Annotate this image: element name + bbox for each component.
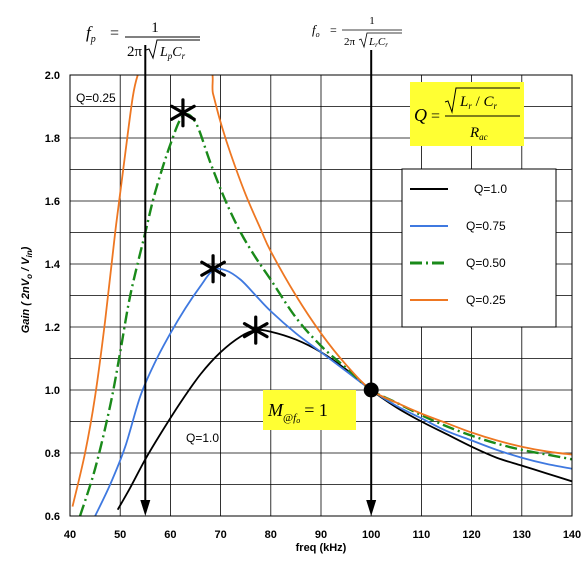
series-line-q-0-25 xyxy=(71,75,572,507)
y-tick-label: 2.0 xyxy=(45,70,60,82)
x-tick-label: 80 xyxy=(265,529,277,541)
y-tick-labels: 0.6 0.8 1.0 1.2 1.4 1.6 1.8 2.0 xyxy=(45,70,61,523)
m-formula: M@fo= 1 xyxy=(263,390,356,430)
y-tick-label: 1.6 xyxy=(45,196,60,208)
x-tick-labels: 40 50 60 70 80 90 100 110 120 130 140 xyxy=(64,529,581,541)
fp-numerator: 1 xyxy=(151,20,159,36)
x-axis-label: freq (kHz) xyxy=(296,542,347,554)
x-tick-label: 90 xyxy=(315,529,327,541)
q10-annotation: Q=1.0 xyxy=(186,431,219,445)
star-stroke xyxy=(170,104,196,121)
arrowhead-fp xyxy=(140,500,151,516)
series-line-q-0-50 xyxy=(78,113,572,516)
fp-radicand: LpCr xyxy=(159,45,186,61)
x-tick-label: 130 xyxy=(513,529,531,541)
m-expression: M@fo= 1 xyxy=(267,400,328,425)
y-tick-label: 1.0 xyxy=(45,385,60,397)
q-den: Rac xyxy=(469,125,488,142)
peak-star-marker xyxy=(170,98,196,128)
x-tick-label: 110 xyxy=(413,529,431,541)
q-formula: Q = Lr / Cr Rac xyxy=(410,82,524,146)
fp-radical xyxy=(145,39,200,60)
q-formula-box xyxy=(410,82,524,146)
legend: Q=1.0 Q=0.75 Q=0.50 Q=0.25 xyxy=(401,168,557,328)
x-tick-label: 100 xyxy=(362,529,380,541)
y-tick-label: 1.2 xyxy=(45,322,60,334)
q-equals: = xyxy=(431,108,440,125)
y-tick-label: 0.6 xyxy=(45,511,60,523)
x-tick-label: 40 xyxy=(64,529,76,541)
peak-star-marker xyxy=(200,254,226,284)
series-line-q-0-75 xyxy=(94,267,572,516)
y-tick-label: 0.8 xyxy=(45,448,60,460)
y-tick-label: 1.4 xyxy=(45,259,61,271)
y-axis-label: Gain ( 2nVo / Vin) xyxy=(20,246,34,333)
x-tick-label: 120 xyxy=(462,529,480,541)
legend-label: Q=0.75 xyxy=(466,219,506,233)
fp-2pi: 2π xyxy=(127,44,143,60)
series-curves xyxy=(71,75,572,516)
m-formula-box xyxy=(263,390,356,430)
legend-label: Q=0.50 xyxy=(466,256,506,270)
star-stroke xyxy=(242,322,269,339)
peak-markers xyxy=(170,98,379,398)
frequency-markers xyxy=(140,45,377,516)
y-tick-label: 1.8 xyxy=(45,133,60,145)
series-line-q-1-0 xyxy=(116,328,572,511)
peak-star-marker xyxy=(242,315,269,345)
fo-formula: fo = 1 2π LrCr xyxy=(312,15,402,49)
fp-equals: = xyxy=(110,25,119,42)
fp-lhs: fp xyxy=(86,23,96,45)
plot-frame xyxy=(69,74,573,517)
x-tick-label: 50 xyxy=(114,529,126,541)
fo-equals: = xyxy=(330,23,337,37)
x-tick-label: 60 xyxy=(164,529,176,541)
fo-radicand: LrCr xyxy=(368,36,388,49)
arrowhead-fo xyxy=(366,500,377,516)
q-num: Lr / Cr xyxy=(459,94,498,111)
q025-annotation: Q=0.25 xyxy=(76,91,116,105)
x-tick-label: 140 xyxy=(563,529,581,541)
fo-radical xyxy=(358,32,402,49)
x-tick-label: 70 xyxy=(214,529,226,541)
q-symbol: Q xyxy=(414,105,427,125)
operating-point-dot xyxy=(363,382,379,398)
q-radical xyxy=(444,87,520,114)
legend-items: Q=1.0 Q=0.75 Q=0.50 Q=0.25 xyxy=(410,182,507,307)
fp-formula: fp = 1 2π LpCr xyxy=(86,20,200,61)
fo-lhs: fo xyxy=(312,22,320,39)
legend-label: Q=1.0 xyxy=(474,182,507,196)
star-stroke xyxy=(200,260,226,277)
legend-label: Q=0.25 xyxy=(466,293,506,307)
fo-numerator: 1 xyxy=(369,15,375,27)
fo-2pi: 2π xyxy=(344,36,356,48)
